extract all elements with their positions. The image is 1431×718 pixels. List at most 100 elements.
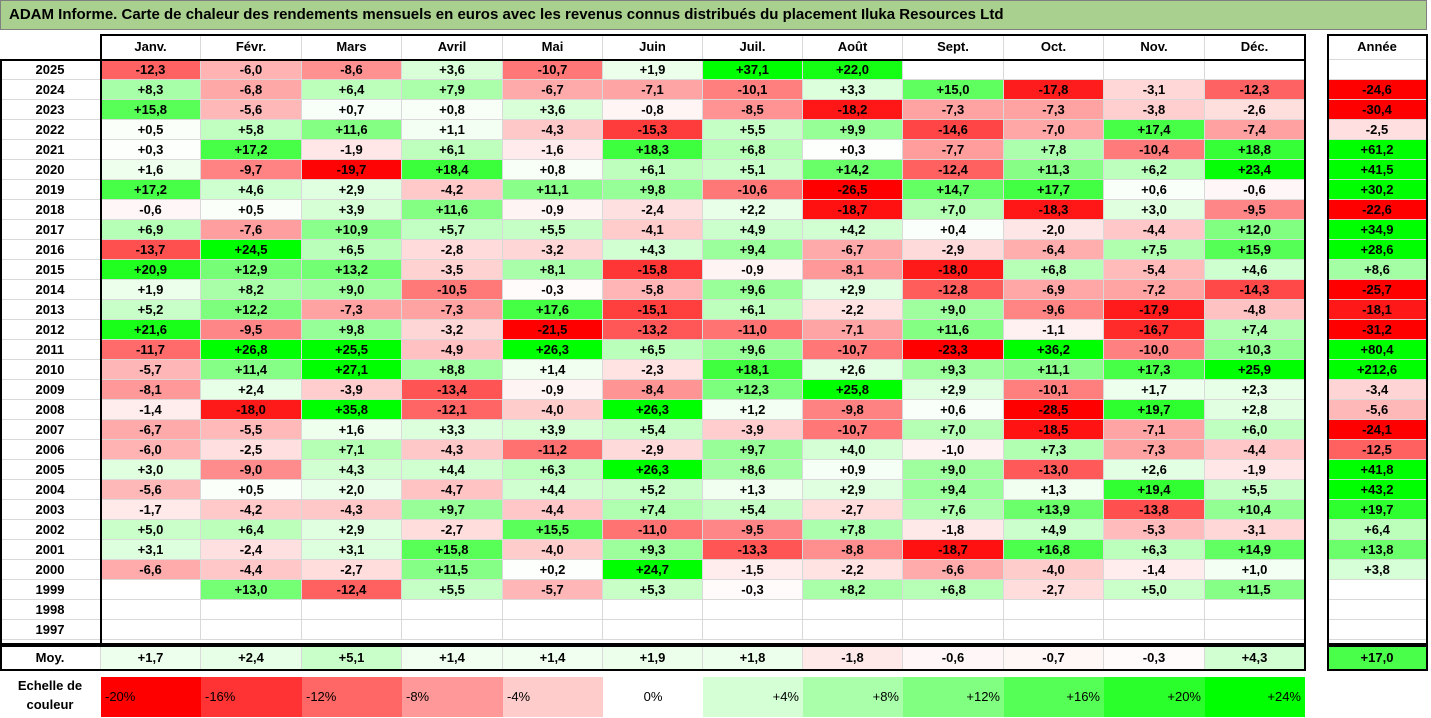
heatmap-cell: +12,0 bbox=[1205, 220, 1305, 240]
heatmap-cell: -2,4 bbox=[201, 540, 302, 560]
heatmap-cell: +6,4 bbox=[302, 80, 402, 100]
heatmap-cell: -7,3 bbox=[402, 300, 503, 320]
heatmap-cell bbox=[1205, 60, 1305, 80]
heatmap-cell: -4,0 bbox=[503, 400, 603, 420]
heatmap-cell: -4,4 bbox=[1205, 440, 1305, 460]
heatmap-cell: -3,8 bbox=[1104, 100, 1205, 120]
average-cell: +1,9 bbox=[603, 646, 703, 670]
heatmap-cell: +7,9 bbox=[402, 80, 503, 100]
row-year-label: 1998 bbox=[0, 600, 101, 620]
heatmap-cell: +1,3 bbox=[703, 480, 803, 500]
heatmap-cell: +9,4 bbox=[903, 480, 1004, 500]
heatmap-cell: +9,7 bbox=[402, 500, 503, 520]
annual-cell: -22,6 bbox=[1328, 200, 1427, 220]
average-cell: +2,4 bbox=[201, 646, 302, 670]
heatmap-cell bbox=[603, 600, 703, 620]
heatmap-cell bbox=[903, 620, 1004, 640]
heatmap-cell: -4,4 bbox=[503, 500, 603, 520]
average-row-label: Moy. bbox=[0, 646, 101, 670]
row-year-label: 2004 bbox=[0, 480, 101, 500]
row-year-label: 2011 bbox=[0, 340, 101, 360]
color-scale-step: +12% bbox=[903, 677, 1004, 717]
heatmap-cell: +26,8 bbox=[201, 340, 302, 360]
heatmap-cell: +0,5 bbox=[201, 200, 302, 220]
row-year-label: 2003 bbox=[0, 500, 101, 520]
average-cell: -0,7 bbox=[1004, 646, 1104, 670]
color-scale-step: 0% bbox=[603, 677, 703, 717]
heatmap-cell: -1,4 bbox=[1104, 560, 1205, 580]
color-scale-label: Echelle de couleur bbox=[17, 678, 83, 712]
heatmap-cell: -26,5 bbox=[803, 180, 903, 200]
annual-cell: -24,1 bbox=[1328, 420, 1427, 440]
heatmap-cell: -10,1 bbox=[1004, 380, 1104, 400]
heatmap-cell: -13,8 bbox=[1104, 500, 1205, 520]
row-year-label: 2001 bbox=[0, 540, 101, 560]
heatmap-cell: -18,0 bbox=[903, 260, 1004, 280]
column-header: Nov. bbox=[1104, 35, 1205, 60]
heatmap-cell: +2,9 bbox=[903, 380, 1004, 400]
heatmap-cell: -11,2 bbox=[503, 440, 603, 460]
heatmap-cell: +2,8 bbox=[1205, 400, 1305, 420]
row-year-label: 2008 bbox=[0, 400, 101, 420]
heatmap-cell: -5,5 bbox=[201, 420, 302, 440]
heatmap-cell: -5,8 bbox=[603, 280, 703, 300]
heatmap-cell: -18,5 bbox=[1004, 420, 1104, 440]
heatmap-cell: +24,7 bbox=[603, 560, 703, 580]
row-year-label: 2023 bbox=[0, 100, 101, 120]
heatmap-cell: +21,6 bbox=[101, 320, 201, 340]
row-year-label: 2013 bbox=[0, 300, 101, 320]
heatmap-cell: -1,9 bbox=[1205, 460, 1305, 480]
heatmap-cell: -4,3 bbox=[302, 500, 402, 520]
heatmap-cell: +1,6 bbox=[101, 160, 201, 180]
heatmap-cell bbox=[603, 620, 703, 640]
row-year-label: 2006 bbox=[0, 440, 101, 460]
heatmap-cell: +5,4 bbox=[603, 420, 703, 440]
row-year-label: 2016 bbox=[0, 240, 101, 260]
heatmap-cell: -9,7 bbox=[201, 160, 302, 180]
heatmap-cell: -0,6 bbox=[1205, 180, 1305, 200]
heatmap-cell: +5,0 bbox=[1104, 580, 1205, 600]
heatmap-cell: -14,3 bbox=[1205, 280, 1305, 300]
heatmap-cell: +4,9 bbox=[1004, 520, 1104, 540]
heatmap-cell: +8,2 bbox=[201, 280, 302, 300]
heatmap-cell: -13,2 bbox=[603, 320, 703, 340]
heatmap-cell: +7,0 bbox=[903, 420, 1004, 440]
heatmap-cell: +1,9 bbox=[101, 280, 201, 300]
heatmap-cell: +7,6 bbox=[903, 500, 1004, 520]
average-cell: +1,8 bbox=[703, 646, 803, 670]
heatmap-cell: +22,0 bbox=[803, 60, 903, 80]
heatmap-cell: -2,7 bbox=[302, 560, 402, 580]
heatmap-cell: +7,8 bbox=[1004, 140, 1104, 160]
heatmap-cell: +10,4 bbox=[1205, 500, 1305, 520]
heatmap-cell: +4,6 bbox=[1205, 260, 1305, 280]
annual-cell bbox=[1328, 600, 1427, 620]
heatmap-cell: +0,9 bbox=[803, 460, 903, 480]
average-cell: -1,8 bbox=[803, 646, 903, 670]
heatmap-cell: -14,6 bbox=[903, 120, 1004, 140]
color-scale-step: +4% bbox=[703, 677, 803, 717]
heatmap-cell bbox=[201, 620, 302, 640]
heatmap-cell: +19,4 bbox=[1104, 480, 1205, 500]
heatmap-cell: -10,7 bbox=[503, 60, 603, 80]
heatmap-cell: +9,3 bbox=[903, 360, 1004, 380]
annual-cell: +30,2 bbox=[1328, 180, 1427, 200]
heatmap-cell: +17,2 bbox=[101, 180, 201, 200]
heatmap-cell: -1,0 bbox=[903, 440, 1004, 460]
heatmap-cell bbox=[703, 620, 803, 640]
heatmap-cell: +7,3 bbox=[1004, 440, 1104, 460]
heatmap-cell bbox=[101, 600, 201, 620]
heatmap-cell: +9,8 bbox=[603, 180, 703, 200]
heatmap-cell: +11,1 bbox=[1004, 360, 1104, 380]
heatmap-cell bbox=[302, 620, 402, 640]
color-scale-step: -8% bbox=[402, 677, 503, 717]
column-header: Févr. bbox=[201, 35, 302, 60]
heatmap-cell: -3,1 bbox=[1104, 80, 1205, 100]
heatmap-cell: +1,2 bbox=[703, 400, 803, 420]
heatmap-cell: -7,1 bbox=[1104, 420, 1205, 440]
heatmap-cell: +4,3 bbox=[603, 240, 703, 260]
heatmap-cell: +17,7 bbox=[1004, 180, 1104, 200]
heatmap-cell: +10,9 bbox=[302, 220, 402, 240]
heatmap-cell: +12,2 bbox=[201, 300, 302, 320]
heatmap-cell: +9,7 bbox=[703, 440, 803, 460]
heatmap-cell: -19,7 bbox=[302, 160, 402, 180]
